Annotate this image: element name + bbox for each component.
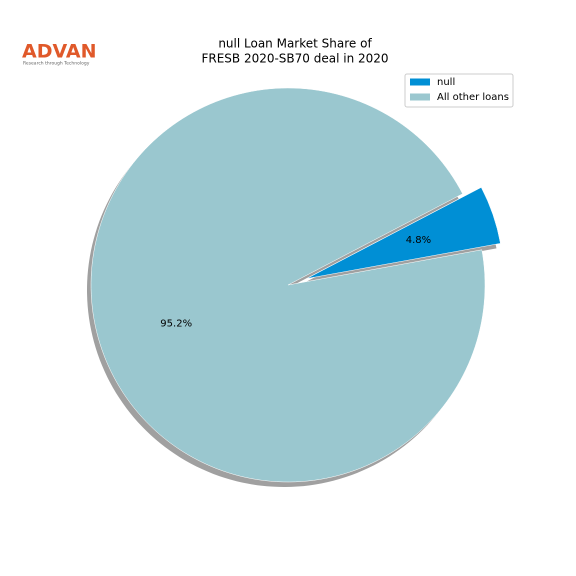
slice [306, 187, 501, 279]
logo-name: ADVAN [22, 41, 97, 63]
pie: 4.8% 95.2% [86, 87, 501, 487]
logo-tagline: Research through Technology [23, 61, 90, 67]
legend-box [404, 73, 514, 108]
legend-swatch [410, 78, 430, 86]
legend-label: null [437, 77, 455, 88]
legend-label: All other loans [437, 92, 509, 103]
legend: null All other loans [404, 73, 514, 108]
chart-title: FRESB 2020-SB70 deal in 2020 [201, 52, 388, 66]
value-label: 95.2% [160, 318, 192, 329]
legend-swatch [410, 93, 430, 101]
chart-title: null Loan Market Share of [218, 37, 372, 51]
value-label: 4.8% [406, 235, 431, 246]
slice [90, 87, 486, 483]
